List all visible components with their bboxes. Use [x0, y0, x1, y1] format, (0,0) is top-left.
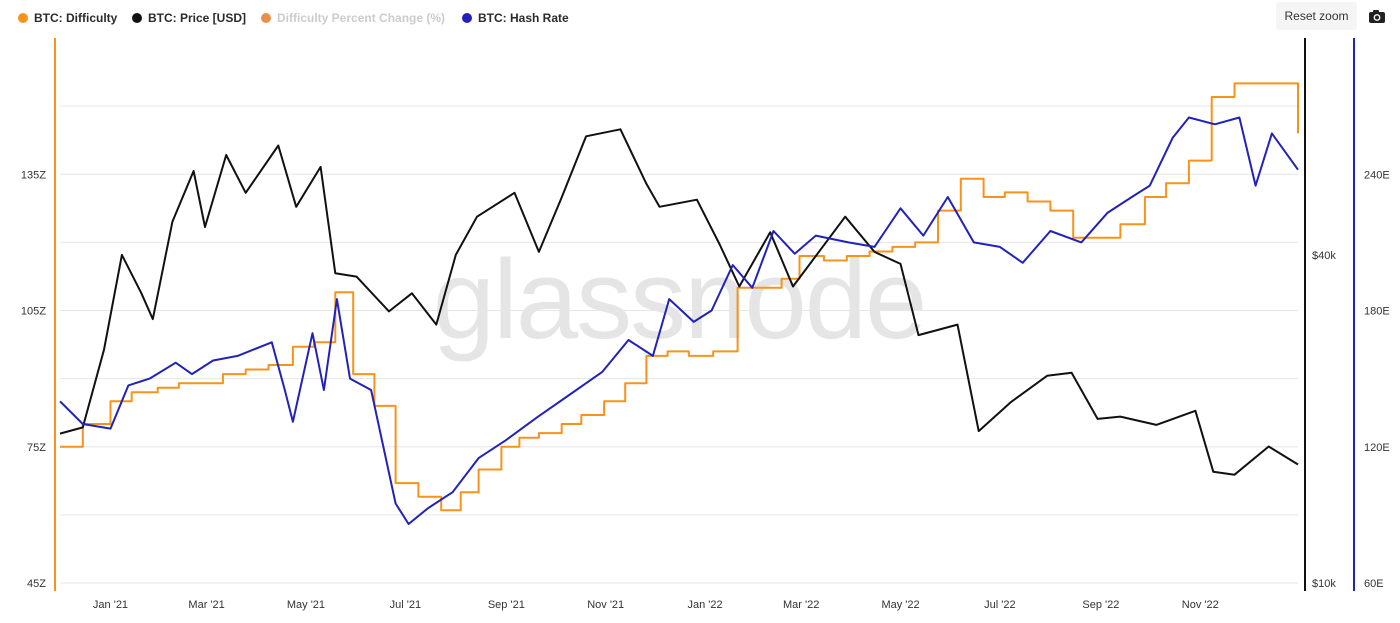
legend-dot-icon	[261, 13, 271, 23]
legend-dot-icon	[462, 13, 472, 23]
y-tick-label-difficulty: 135Z	[21, 169, 46, 181]
y-tick-label-difficulty: 45Z	[27, 578, 46, 590]
legend-label: Difficulty Percent Change (%)	[277, 11, 446, 25]
y-tick-label-hash-rate: 60E	[1364, 578, 1384, 590]
legend-item-difficulty-percent-change[interactable]: Difficulty Percent Change (%)	[261, 11, 445, 25]
legend-item-difficulty[interactable]: BTC: Difficulty	[18, 11, 117, 25]
x-tick-label: Sep '22	[1082, 599, 1119, 611]
legend-label: BTC: Price [USD]	[148, 11, 247, 25]
watermark-logo: glassnode	[433, 237, 926, 362]
legend-label: BTC: Hash Rate	[478, 11, 569, 25]
reset-zoom-button[interactable]: Reset zoom	[1276, 2, 1357, 30]
legend-dot-icon	[132, 13, 142, 23]
y-tick-label-hash-rate: 240E	[1364, 169, 1390, 181]
y-tick-label-difficulty: 105Z	[21, 306, 46, 318]
x-tick-label: Sep '21	[488, 599, 525, 611]
x-tick-label: Nov '22	[1182, 599, 1219, 611]
x-tick-label: Jan '22	[687, 599, 722, 611]
difficulty-series-line	[60, 82, 1299, 512]
x-tick-label: Jul '22	[984, 599, 1015, 611]
legend-label: BTC: Difficulty	[34, 11, 118, 25]
x-tick-label: Nov '21	[587, 599, 624, 611]
price-series-line	[59, 128, 1299, 476]
hash-rate-series-line	[59, 116, 1299, 525]
legend-item-hash-rate[interactable]: BTC: Hash Rate	[462, 11, 569, 25]
y-tick-label-price: $40k	[1312, 250, 1336, 262]
y-tick-label-hash-rate: 180E	[1364, 306, 1390, 318]
x-tick-label: May '22	[881, 599, 919, 611]
x-tick-label: Jan '21	[93, 599, 128, 611]
x-tick-label: Mar '21	[188, 599, 224, 611]
legend-item-price[interactable]: BTC: Price [USD]	[132, 11, 246, 25]
x-tick-label: Jul '21	[390, 599, 421, 611]
legend-dot-icon	[18, 13, 28, 23]
y-tick-label-price: $10k	[1312, 578, 1336, 590]
camera-icon[interactable]	[1364, 6, 1390, 28]
y-tick-label-hash-rate: 120E	[1364, 442, 1390, 454]
x-tick-label: Mar '22	[783, 599, 819, 611]
y-tick-label-difficulty: 75Z	[27, 442, 46, 454]
x-tick-label: May '21	[287, 599, 325, 611]
